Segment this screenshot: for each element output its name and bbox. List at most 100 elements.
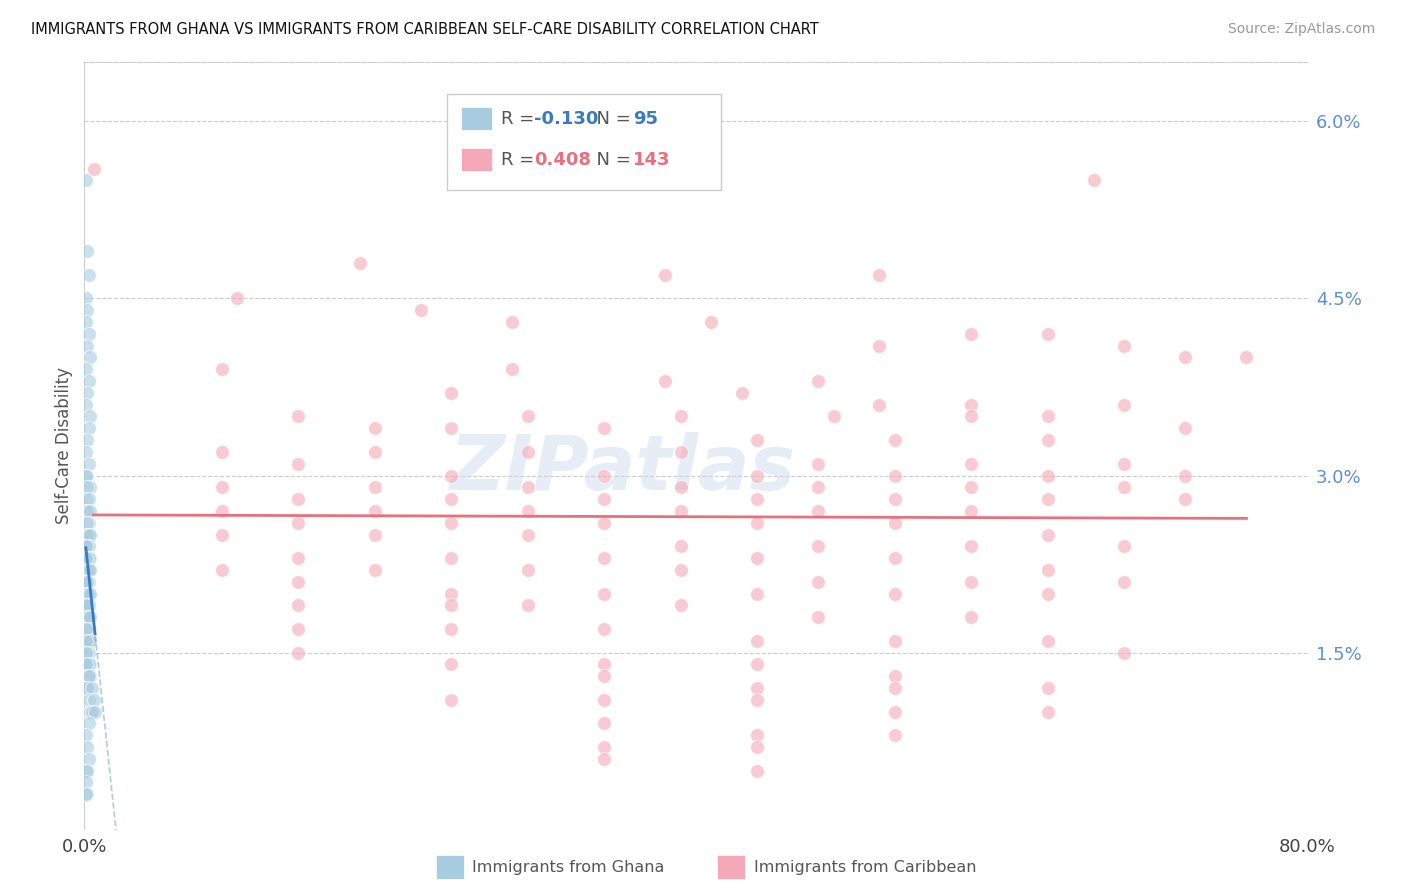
Text: 0.408: 0.408 (534, 151, 592, 169)
Point (287, 457, 309, 471)
Point (77, 599, 100, 613)
Point (747, 739, 769, 754)
Point (75, 362, 97, 376)
Point (960, 409, 983, 424)
Text: R =: R = (501, 110, 540, 128)
Point (516, 599, 538, 613)
Point (77, 657, 100, 672)
Point (516, 504, 538, 518)
Point (76, 539, 98, 553)
Point (211, 445, 233, 459)
Point (77, 563, 100, 577)
Point (516, 409, 538, 424)
Text: 143: 143 (633, 151, 671, 169)
Point (76, 527, 98, 541)
Point (77, 492, 100, 507)
Point (77, 527, 100, 541)
Point (1174, 351, 1197, 365)
Point (77, 716, 100, 731)
Point (516, 480, 538, 494)
Point (516, 563, 538, 577)
Point (883, 669, 905, 683)
Point (960, 504, 983, 518)
Point (1036, 468, 1059, 483)
Point (75, 599, 97, 613)
Point (79, 480, 101, 494)
Point (79, 351, 101, 365)
Point (75, 574, 97, 589)
Point (731, 385, 754, 400)
Point (79, 409, 101, 424)
Point (79, 610, 101, 624)
Text: R =: R = (501, 151, 540, 169)
Point (77, 586, 100, 600)
Point (76, 646, 98, 660)
Point (1083, 173, 1105, 187)
Point (883, 551, 905, 566)
Text: Source: ZipAtlas.com: Source: ZipAtlas.com (1227, 22, 1375, 37)
Point (440, 586, 463, 600)
Point (211, 362, 233, 376)
Point (79, 504, 101, 518)
Point (960, 539, 983, 553)
Point (1114, 539, 1136, 553)
Point (77, 692, 100, 706)
Point (669, 480, 692, 494)
Point (76, 339, 98, 353)
Point (79, 705, 101, 719)
Point (80, 681, 103, 695)
Point (76, 244, 98, 259)
Text: Immigrants from Ghana: Immigrants from Ghana (472, 860, 665, 874)
Point (76, 385, 98, 400)
Point (77, 516, 100, 530)
Point (364, 445, 387, 459)
Point (807, 374, 830, 388)
Point (747, 468, 769, 483)
Point (440, 385, 463, 400)
Point (1036, 492, 1059, 507)
Point (76, 787, 98, 801)
Point (76, 633, 98, 648)
Point (79, 551, 101, 566)
Point (807, 574, 830, 589)
Point (747, 492, 769, 507)
Point (77, 633, 100, 648)
Point (593, 622, 616, 636)
Point (211, 504, 233, 518)
Point (75, 492, 97, 507)
Point (76, 468, 98, 483)
Point (747, 433, 769, 447)
Point (883, 586, 905, 600)
Point (807, 539, 830, 553)
Point (883, 633, 905, 648)
Point (440, 622, 463, 636)
Point (76, 610, 98, 624)
Point (747, 586, 769, 600)
Point (76, 563, 98, 577)
Point (364, 480, 387, 494)
Point (287, 622, 309, 636)
Point (654, 374, 676, 388)
Point (364, 504, 387, 518)
Point (807, 610, 830, 624)
Point (76, 574, 98, 589)
Point (75, 633, 97, 648)
Point (516, 445, 538, 459)
Point (747, 657, 769, 672)
Point (869, 268, 891, 282)
Point (960, 480, 983, 494)
Point (869, 339, 891, 353)
Point (593, 692, 616, 706)
Point (747, 633, 769, 648)
Point (211, 480, 233, 494)
Point (79, 586, 101, 600)
Point (960, 574, 983, 589)
Point (76, 739, 98, 754)
Text: N =: N = (585, 110, 637, 128)
Point (1036, 433, 1059, 447)
Point (502, 362, 524, 376)
Point (516, 527, 538, 541)
Point (747, 692, 769, 706)
Point (76, 599, 98, 613)
Point (669, 563, 692, 577)
